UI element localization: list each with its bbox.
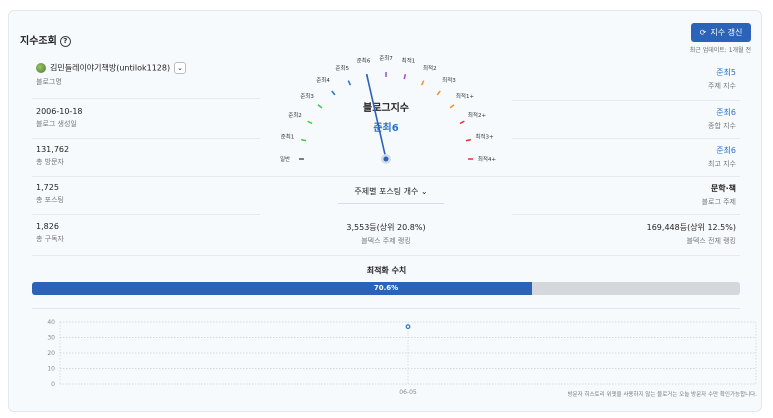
gauge-level-label: 준최5 <box>335 64 349 72</box>
gauge-tick <box>436 90 441 96</box>
gauge-level-label: 준최2 <box>288 111 302 119</box>
gauge-level-label: 최적4+ <box>478 155 497 163</box>
optimization-title: 최적화 수치 <box>366 266 407 275</box>
divider <box>32 308 740 309</box>
label: 블로그명 <box>36 78 62 86</box>
y-tick-label: 10 <box>47 366 55 373</box>
value: 3,553등(상위 20.8%) <box>346 223 426 232</box>
gauge-level-label: 준최4 <box>316 76 330 84</box>
theme-rank-row: 3,553등(상위 20.8%) 블덱스 주제 랭킹 <box>260 222 512 256</box>
value: 준최6 <box>716 108 736 117</box>
y-tick-label: 40 <box>47 319 55 326</box>
label: 주제 지수 <box>708 82 736 90</box>
label: 종합 지수 <box>708 122 736 130</box>
refresh-index-button[interactable]: ⟳ 지수 갱신 <box>691 23 751 42</box>
label: 최고 지수 <box>708 160 736 168</box>
best-index-row: 준최6 최고 지수 <box>512 145 740 177</box>
gauge-level-label: 최적1 <box>402 57 416 65</box>
gauge-level-label: 준최6 <box>357 57 371 65</box>
gauge-tick <box>459 120 465 125</box>
gauge-level-label: 준최1 <box>281 133 295 141</box>
label: 블덱스 전체 랭킹 <box>686 237 736 245</box>
gauge-level-label: 일반 <box>280 155 290 163</box>
label: 총 구독자 <box>36 235 64 243</box>
value: 준최5 <box>716 68 736 77</box>
needle-hub-dot <box>383 156 389 162</box>
y-tick-label: 0 <box>51 381 55 388</box>
gauge-level-label: 최적2 <box>423 64 437 72</box>
gauge-tick <box>403 74 407 80</box>
visitor-chart: 0 10 20 30 40 06-05 <box>47 319 757 396</box>
value: 169,448등(상위 12.5%) <box>646 223 736 232</box>
created-row: 2006-10-18 블로그 생성일 <box>32 107 260 139</box>
label: 총 포스팅 <box>36 196 64 204</box>
gauge-tick <box>465 138 471 142</box>
blog-name: 김민들레이야기책방(untilok1128) <box>50 63 171 73</box>
select-label: 주제별 포스팅 개수 <box>354 187 419 196</box>
visitors-row: 131,762 총 방문자 <box>32 145 260 177</box>
gauge-tick <box>307 120 313 125</box>
y-tick-label: 20 <box>47 350 55 357</box>
gauge-tick <box>449 104 455 109</box>
index-panel <box>8 10 762 412</box>
gauge-level-label: 준최7 <box>379 54 393 62</box>
theme-index-row: 준최5 주제 지수 <box>512 67 740 101</box>
total-rank-row: 169,448등(상위 12.5%) 블덱스 전체 랭킹 <box>512 222 740 256</box>
value: 2006-10-18 <box>36 107 83 116</box>
label: 블로그 주제 <box>701 198 736 206</box>
last-update: 최근 업데이트: 1개월 전 <box>689 47 751 54</box>
chevron-down-icon: ⌄ <box>420 187 428 196</box>
page-title: 지수조회? <box>20 32 71 47</box>
value: 1,826 <box>36 222 59 231</box>
x-tick-label: 06-05 <box>399 389 417 396</box>
blog-name-row: 김민들레이야기책방(untilok1128) ⌄ 블로그명 <box>32 62 260 99</box>
optimization-progress-bar <box>32 282 740 295</box>
gauge-level-label: 최적3 <box>442 76 456 84</box>
chart-footnote: 방문자 히스토리 위젯을 사용하지 않는 블로거는 오늘 방문자 수만 확인가능… <box>567 392 757 398</box>
data-point[interactable] <box>405 324 411 330</box>
posts-row: 1,725 총 포스팅 <box>32 183 260 215</box>
gauge-level-label: 최적2+ <box>468 111 487 119</box>
gauge-tick <box>331 90 336 96</box>
y-tick-label: 30 <box>47 335 55 342</box>
gauge-level-label: 최적1+ <box>456 92 475 100</box>
value: 1,725 <box>36 183 59 192</box>
gauge-needle <box>365 74 387 160</box>
label: 블로그 생성일 <box>36 120 77 128</box>
gauge-level-label: 최적3+ <box>475 133 494 141</box>
gauge-title: 블로그지수 <box>363 101 409 114</box>
gauge-tick <box>420 80 425 86</box>
subscribers-row: 1,826 총 구독자 <box>32 222 260 256</box>
label: 총 방문자 <box>36 158 64 166</box>
gauge-tick <box>347 80 352 86</box>
refresh-label: 지수 갱신 <box>710 28 743 37</box>
question-circle-icon[interactable]: ? <box>59 35 71 47</box>
gauge-level-label: 준최3 <box>300 92 314 100</box>
progress-fill <box>32 282 532 295</box>
label: 블덱스 주제 랭킹 <box>361 237 411 245</box>
avatar <box>36 63 46 73</box>
gauge-tick <box>301 138 307 142</box>
refresh-icon: ⟳ <box>699 28 707 37</box>
posting-by-theme-select[interactable]: 주제별 포스팅 개수 ⌄ <box>338 186 444 204</box>
gauge-tick <box>317 104 323 109</box>
progress-label: 70.6% <box>373 284 399 292</box>
value: 문학·책 <box>710 184 736 193</box>
value: 준최6 <box>716 146 736 155</box>
divider <box>260 176 512 177</box>
chevron-down-icon[interactable]: ⌄ <box>174 62 187 74</box>
overall-index-row: 준최6 종합 지수 <box>512 107 740 139</box>
value: 131,762 <box>36 145 70 154</box>
